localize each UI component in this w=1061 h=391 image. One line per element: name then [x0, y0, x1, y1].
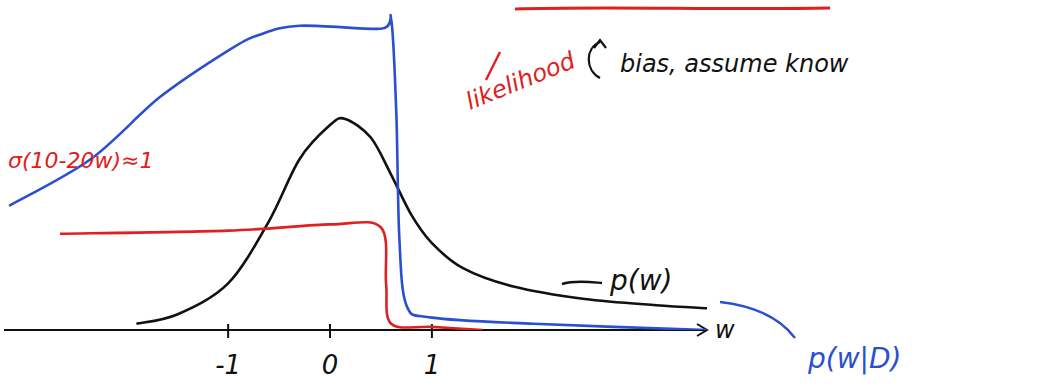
leader-line — [562, 282, 602, 284]
chart: w -1 0 1 p(w) likelihood p(w|D) σ(10-20w)≈1 bias… — [0, 0, 1061, 391]
leader-line — [720, 302, 795, 338]
annotation-arrow — [589, 40, 606, 78]
annotation: σ(10-20w)≈1 — [8, 148, 153, 173]
x-tick-label: 0 — [322, 350, 339, 380]
underline — [515, 8, 830, 9]
x-tick — [227, 324, 229, 338]
x-tick — [329, 324, 331, 338]
x-axis-label: w — [715, 316, 735, 344]
series-label: p(w|D) — [807, 342, 902, 375]
x-tick-label: -1 — [215, 350, 241, 380]
x-tick-label: 1 — [424, 350, 441, 380]
series-label: p(w) — [609, 264, 673, 297]
x-axis — [4, 329, 707, 331]
series-line — [60, 222, 483, 330]
series-line — [136, 118, 707, 324]
annotation: bias, assume know — [620, 50, 849, 78]
series-label: likelihood — [462, 46, 580, 115]
